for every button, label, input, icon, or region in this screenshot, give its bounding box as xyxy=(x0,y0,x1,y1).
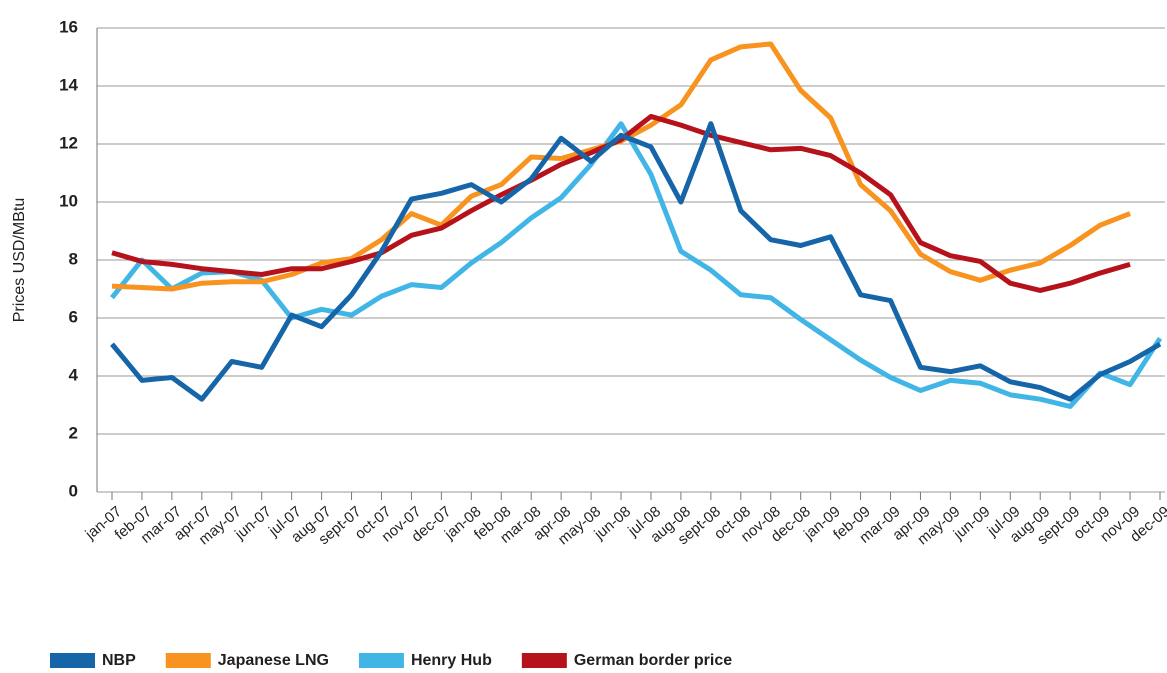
y-tick-label: 6 xyxy=(69,307,78,326)
y-tick-label: 14 xyxy=(59,75,78,94)
legend-label: NBP xyxy=(102,652,136,669)
y-tick-label: 10 xyxy=(59,191,78,210)
y-tick-label: 4 xyxy=(69,365,79,384)
series-line xyxy=(110,121,1163,409)
y-tick-label: 16 xyxy=(59,17,78,36)
y-tick-label: 2 xyxy=(69,423,78,442)
legend-swatch xyxy=(50,653,95,668)
y-tick-label: 0 xyxy=(69,481,78,500)
y-tick-label: 8 xyxy=(69,249,78,268)
legend-label: German border price xyxy=(574,652,732,669)
legend-swatch xyxy=(165,653,211,668)
legend-label: Henry Hub xyxy=(411,652,492,669)
series-line xyxy=(111,113,1131,293)
legend-swatch xyxy=(358,653,404,668)
y-tick-label: 12 xyxy=(59,133,78,152)
series-line xyxy=(111,41,1131,292)
legend-swatch xyxy=(521,653,567,668)
y-axis-label: Prices USD/MBtu xyxy=(11,198,28,322)
legend-label: Japanese LNG xyxy=(218,652,329,669)
series-line xyxy=(110,121,1162,402)
